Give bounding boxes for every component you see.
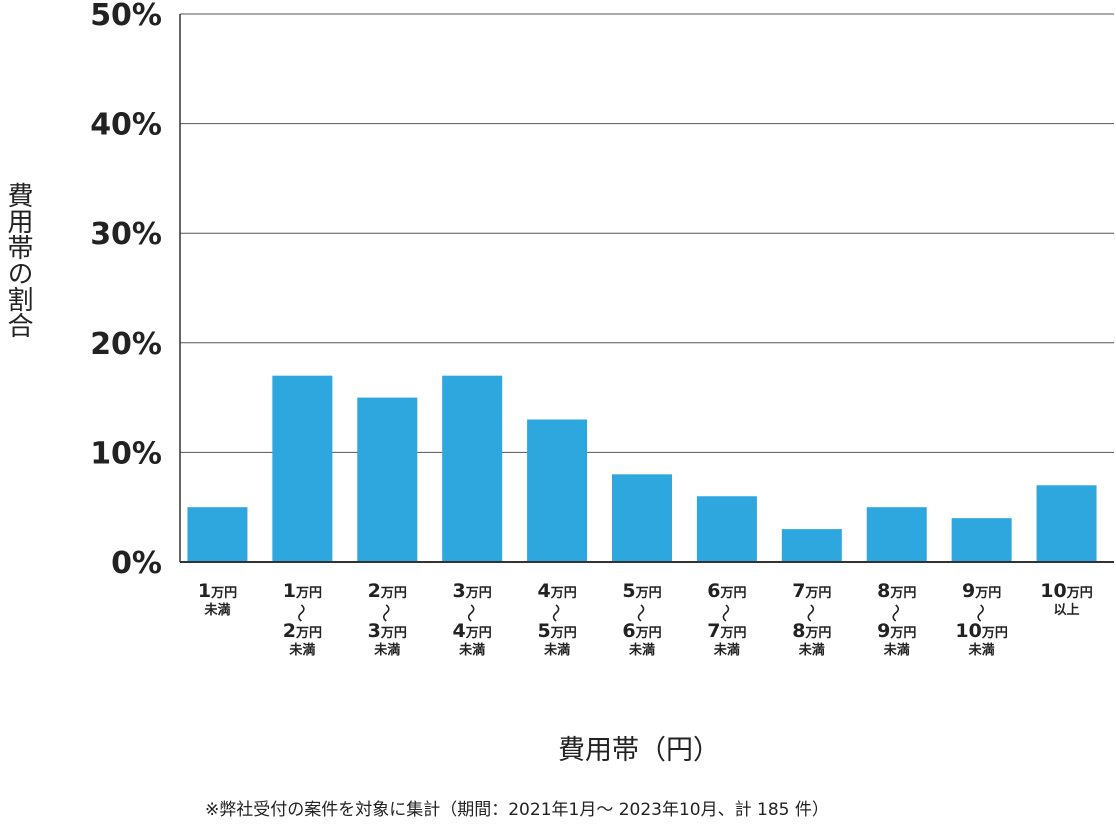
bar bbox=[357, 397, 418, 562]
tick-line: 4万円 bbox=[453, 620, 492, 642]
bar bbox=[612, 474, 672, 562]
y-axis-ticks: 0% 10% 20% 30% 40% 50% bbox=[90, 0, 162, 581]
y-tick-label: 0% bbox=[111, 546, 162, 581]
bar bbox=[187, 507, 248, 562]
tick-line: 未満 bbox=[373, 642, 400, 658]
range-tilde bbox=[977, 604, 984, 622]
tick-line: 10万円 bbox=[955, 620, 1007, 642]
y-tick-label: 40% bbox=[90, 108, 162, 143]
tick-line: 5万円 bbox=[622, 580, 661, 602]
tick-line: 未満 bbox=[628, 642, 655, 658]
bar bbox=[696, 496, 757, 562]
tick-line: 未満 bbox=[543, 642, 570, 658]
x-axis-ticks: 1万円未満1万円2万円未満2万円3万円未満3万円4万円未満4万円5万円未満5万円… bbox=[198, 580, 1093, 658]
tick-line: 1万円 bbox=[198, 580, 237, 602]
tick-line: 3万円 bbox=[453, 580, 492, 602]
bar bbox=[442, 375, 503, 562]
tick-line: 以上 bbox=[1054, 603, 1080, 618]
tick-line: 6万円 bbox=[707, 580, 746, 602]
tick-line: 8万円 bbox=[792, 620, 831, 642]
range-tilde bbox=[892, 604, 900, 622]
range-tilde bbox=[637, 604, 645, 622]
grid-lines bbox=[180, 13, 1114, 453]
tick-line: 未満 bbox=[968, 642, 995, 658]
bar bbox=[1036, 485, 1097, 562]
range-tilde bbox=[552, 604, 560, 622]
bars bbox=[187, 375, 1097, 562]
tick-line: 6万円 bbox=[622, 620, 661, 642]
tick-line: 未満 bbox=[798, 642, 825, 658]
range-tilde bbox=[382, 604, 390, 622]
bar bbox=[951, 518, 1012, 562]
range-tilde bbox=[467, 604, 475, 622]
bar bbox=[272, 375, 333, 562]
tick-line: 2万円 bbox=[283, 620, 322, 642]
range-tilde bbox=[298, 604, 305, 622]
tick-line: 7万円 bbox=[707, 620, 746, 642]
bar bbox=[527, 419, 588, 562]
range-tilde bbox=[807, 604, 815, 622]
tick-line: 8万円 bbox=[877, 580, 916, 602]
tick-line: 7万円 bbox=[792, 580, 831, 602]
x-axis-label: 費用帯（円） bbox=[558, 735, 720, 766]
tick-line: 未満 bbox=[883, 642, 910, 658]
axes bbox=[179, 14, 1114, 563]
tick-line: 5万円 bbox=[537, 620, 576, 642]
tick-line: 3万円 bbox=[368, 620, 407, 642]
tick-line: 未満 bbox=[458, 642, 485, 658]
y-axis-label: 費用帯の割合 bbox=[3, 182, 33, 338]
tick-line: 2万円 bbox=[368, 580, 407, 602]
footnote: ※弊社受付の案件を対象に集計（期間：2021年1月～ 2023年10月、計 18… bbox=[205, 800, 829, 820]
tick-line: 9万円 bbox=[877, 620, 916, 642]
tick-line: 1万円 bbox=[283, 580, 322, 602]
y-tick-label: 20% bbox=[90, 327, 162, 362]
bar bbox=[781, 529, 842, 562]
y-tick-label: 10% bbox=[90, 436, 162, 471]
tick-line: 未満 bbox=[713, 642, 740, 658]
y-tick-label: 50% bbox=[90, 0, 162, 33]
bar bbox=[866, 507, 927, 562]
tick-line: 10万円 bbox=[1040, 580, 1092, 602]
tick-line: 未満 bbox=[203, 602, 230, 618]
tick-line: 未満 bbox=[288, 642, 315, 658]
tick-line: 4万円 bbox=[537, 580, 576, 602]
y-tick-label: 30% bbox=[90, 217, 162, 252]
tick-line: 9万円 bbox=[962, 580, 1001, 602]
range-tilde bbox=[722, 604, 730, 622]
